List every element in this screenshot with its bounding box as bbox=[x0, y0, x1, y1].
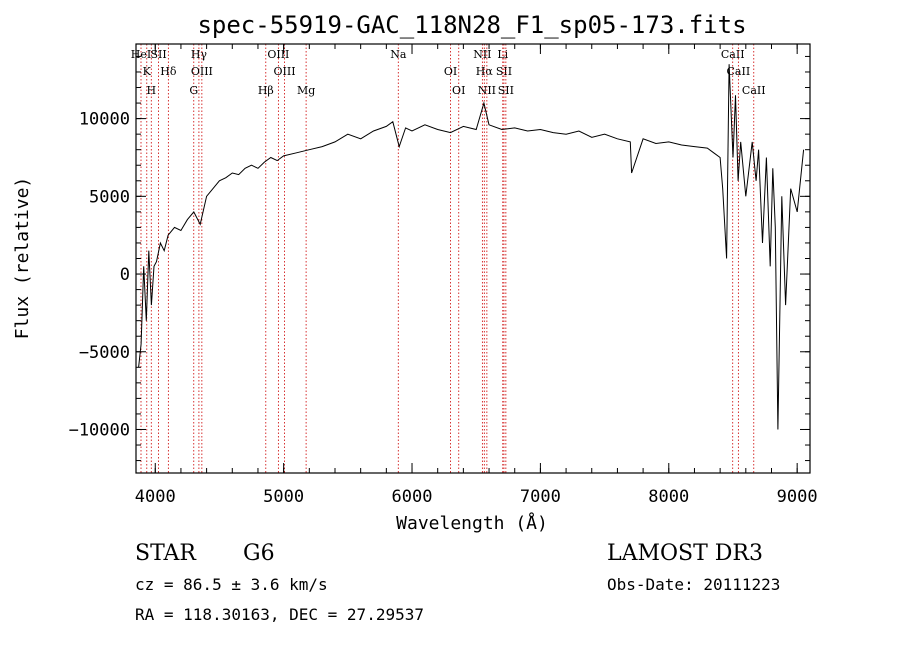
line-label: Mg bbox=[297, 84, 315, 97]
line-label: Li bbox=[497, 48, 508, 61]
coordinates: RA = 118.30163, DEC = 27.29537 bbox=[135, 605, 424, 624]
line-label: NII bbox=[478, 84, 496, 97]
object-class: STAR bbox=[135, 541, 197, 566]
line-label: Hδ bbox=[160, 65, 177, 78]
x-axis: 4000 5000 6000 7000 8000 9000 bbox=[135, 44, 818, 507]
spectrum-line bbox=[138, 64, 805, 430]
object-subclass: G6 bbox=[243, 541, 275, 566]
y-axis-label: Flux (relative) bbox=[12, 177, 33, 340]
y-tick-label: 5000 bbox=[89, 187, 130, 207]
line-label: SII bbox=[496, 65, 512, 78]
line-label: SII bbox=[498, 84, 514, 97]
line-label: OIII bbox=[267, 48, 289, 61]
line-label: CaII bbox=[727, 65, 751, 78]
line-label: OIII bbox=[274, 65, 296, 78]
line-label: HeI bbox=[131, 48, 151, 61]
spectrum-series bbox=[138, 64, 805, 430]
chart-title: spec-55919-GAC_118N28_F1_sp05-173.fits bbox=[197, 11, 746, 39]
line-label: NII bbox=[473, 48, 491, 61]
x-tick-label: 8000 bbox=[648, 487, 689, 507]
line-label: K bbox=[143, 65, 152, 78]
line-label: CaII bbox=[721, 48, 745, 61]
line-label: OIII bbox=[191, 65, 213, 78]
x-tick-label: 5000 bbox=[263, 487, 304, 507]
y-axis: −10000 −5000 0 5000 10000 bbox=[69, 55, 810, 462]
obs-date: Obs-Date: 20111223 bbox=[607, 575, 780, 594]
x-tick-label: 4000 bbox=[135, 487, 176, 507]
survey-name: LAMOST DR3 bbox=[607, 541, 763, 566]
y-tick-label: 10000 bbox=[79, 110, 130, 130]
x-tick-label: 6000 bbox=[392, 487, 433, 507]
x-tick-label: 7000 bbox=[520, 487, 561, 507]
line-label: Hα bbox=[476, 65, 494, 78]
line-label: Hβ bbox=[258, 84, 274, 97]
x-axis-label: Wavelength (Å) bbox=[396, 512, 548, 534]
line-label: OI bbox=[444, 65, 457, 78]
line-label: Hγ bbox=[191, 48, 208, 61]
line-label: Na bbox=[390, 48, 407, 61]
plot-frame bbox=[135, 43, 811, 474]
y-tick-label: −10000 bbox=[69, 420, 130, 440]
redshift-text: cz = 86.5 ± 3.6 km/s bbox=[135, 575, 328, 594]
line-label: CaII bbox=[742, 84, 766, 97]
y-tick-label: 0 bbox=[120, 265, 130, 285]
line-label: G bbox=[189, 84, 198, 97]
line-label: OI bbox=[452, 84, 465, 97]
line-label: H bbox=[146, 84, 156, 97]
line-label: SII bbox=[150, 48, 166, 61]
y-tick-label: −5000 bbox=[79, 343, 130, 363]
x-tick-label: 9000 bbox=[777, 487, 818, 507]
spectral-line-markers: HeIKHSIIHδGHγOIIIHβOIIIOIIIMgNaOIOINIIHα… bbox=[131, 44, 766, 473]
